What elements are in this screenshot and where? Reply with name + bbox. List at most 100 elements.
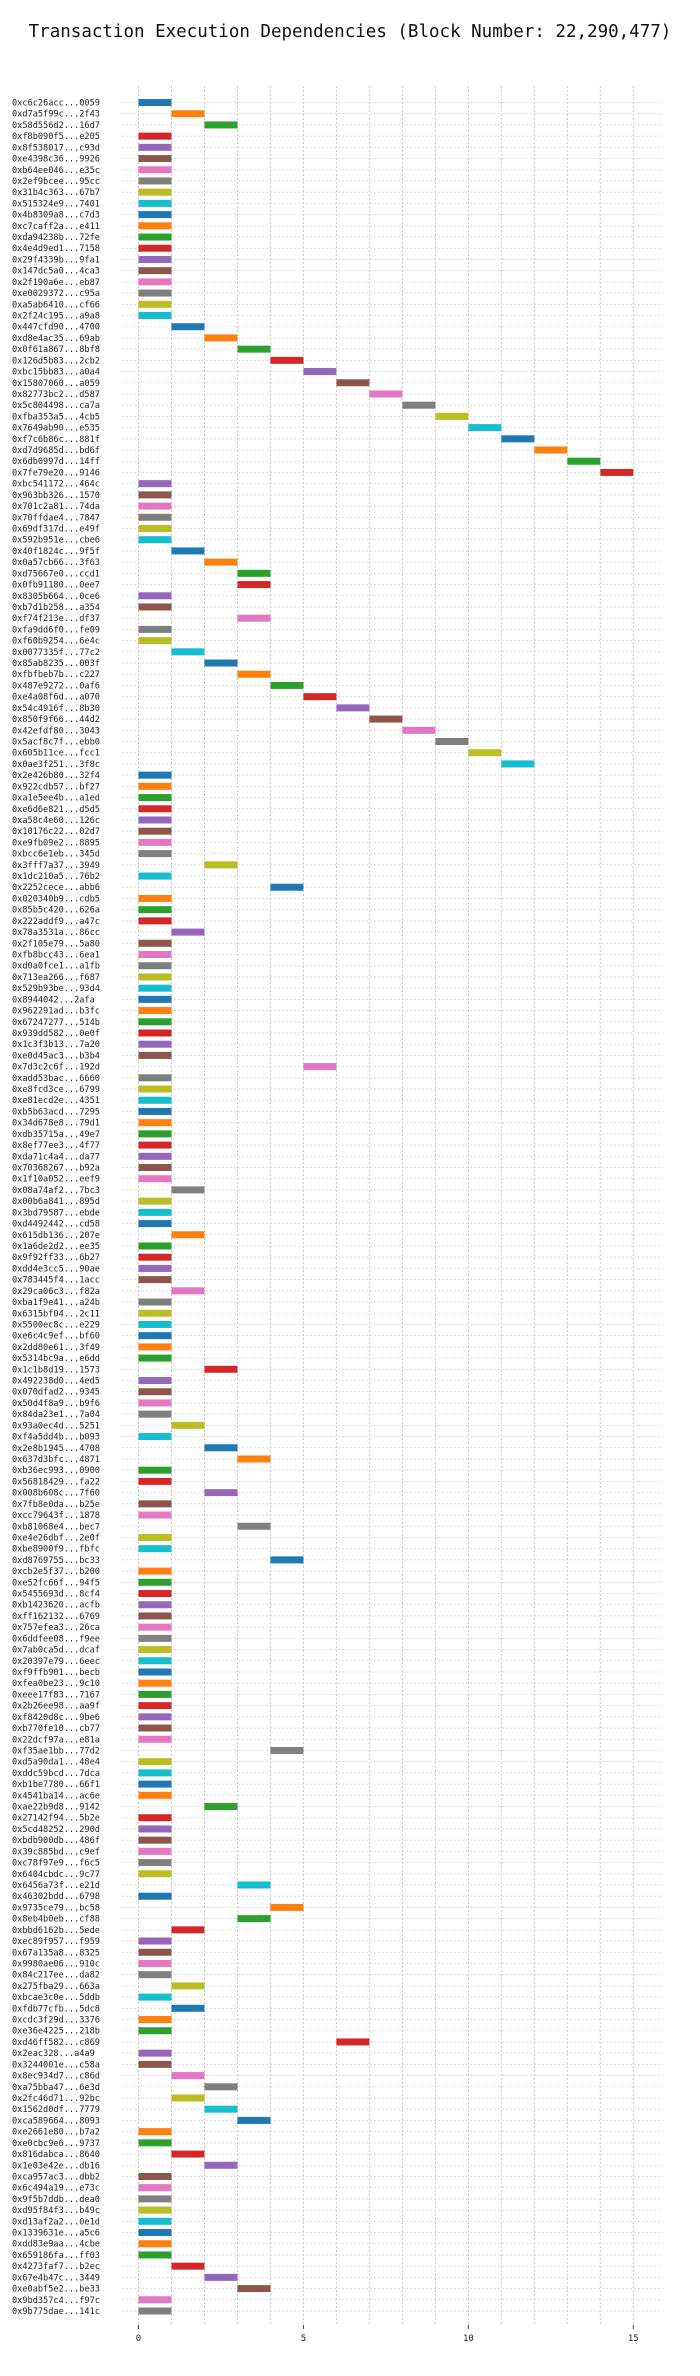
y-tick-label: 0x1339631e...a5c6 — [12, 2229, 100, 2239]
y-tick-label: 0xa58c4e60...126c — [12, 816, 100, 826]
y-tick-label: 0xb770fe10...cb77 — [12, 1724, 100, 1734]
y-tick-label: 0x962291ad...b3fc — [12, 1007, 100, 1017]
transaction-bar — [138, 1040, 172, 1048]
transaction-bar — [138, 771, 172, 779]
y-tick-label: 0xd7d9685d...bd6f — [12, 446, 100, 456]
transaction-bar — [138, 244, 172, 252]
y-tick-label: 0xd95f84f3...b49c — [12, 2206, 100, 2216]
y-tick-label: 0x85b5c420...626a — [12, 906, 100, 916]
y-tick-label: 0xf8b090f5...e205 — [12, 132, 100, 142]
y-tick-label: 0x070dfad2...9345 — [12, 1388, 100, 1398]
transaction-bar — [138, 1264, 172, 1272]
y-tick-label: 0xe81ecd2e...4351 — [12, 1096, 100, 1106]
transaction-bar — [237, 581, 271, 589]
transaction-bar — [138, 1679, 172, 1687]
y-tick-label: 0x6315bf04...2c11 — [12, 1309, 100, 1319]
transaction-bar — [138, 222, 172, 230]
y-tick-label: 0x701c2a81...74da — [12, 502, 100, 512]
transaction-bar — [138, 211, 172, 219]
transaction-bar — [138, 1152, 172, 1160]
y-tick-label: 0x605b11ce...fcc1 — [12, 749, 100, 759]
transaction-bar — [171, 928, 205, 936]
y-tick-label: 0xf7c6b86c...881f — [12, 435, 100, 445]
y-tick-label: 0x29f4339b...9fa1 — [12, 255, 100, 265]
transaction-bar — [237, 1881, 271, 1889]
transaction-bar — [138, 1948, 172, 1956]
y-tick-label: 0x783445f4...1acc — [12, 1276, 100, 1286]
transaction-bar — [138, 1825, 172, 1833]
transaction-bar — [138, 1724, 172, 1732]
transaction-bar — [138, 973, 172, 981]
transaction-bar — [138, 155, 172, 163]
transaction-bar — [138, 838, 172, 846]
y-tick-label: 0x27142f94...5b2e — [12, 1814, 100, 1824]
y-tick-label: 0xcc79643f...1878 — [12, 1511, 100, 1521]
transaction-bar — [600, 468, 634, 476]
transaction-bar — [138, 1399, 172, 1407]
transaction-bar — [204, 121, 238, 129]
transaction-bar — [138, 166, 172, 174]
y-tick-label: 0xddc59bcd...7dca — [12, 1769, 100, 1779]
transaction-bar — [138, 1814, 172, 1822]
y-tick-label: 0x963bb326...1570 — [12, 491, 100, 501]
transaction-bar — [138, 143, 172, 151]
y-tick-label: 0x2ef9bcee...95cc — [12, 177, 100, 187]
y-tick-label: 0x15807060...a059 — [12, 379, 100, 389]
transaction-bar — [237, 614, 271, 622]
y-tick-label: 0x82773bc2...d587 — [12, 390, 100, 400]
transaction-bar — [138, 1859, 172, 1867]
y-tick-label: 0x0a57cb66...3f63 — [12, 558, 100, 568]
transaction-bar — [171, 1231, 205, 1239]
transaction-bar — [138, 300, 172, 308]
transaction-bar — [369, 715, 403, 723]
y-tick-label: 0x8ef77ee3...4f77 — [12, 1141, 100, 1151]
y-tick-label: 0xe0029372...c95a — [12, 289, 100, 299]
y-tick-label: 0x4541ba14...ac6e — [12, 1791, 100, 1801]
y-tick-label: 0x40f1824c...9f5f — [12, 547, 100, 557]
transaction-bar — [138, 1197, 172, 1205]
x-tick-labels: 0 5 10 15 — [136, 2325, 639, 2344]
y-tick-label: 0xe4a08f6d...a070 — [12, 693, 100, 703]
y-tick-label: 0xdd83e9aa...4cbe — [12, 2240, 100, 2250]
y-tick-label: 0x8eb4b0eb...cf88 — [12, 1915, 100, 1925]
transaction-bar — [138, 525, 172, 533]
transaction-bar — [138, 1029, 172, 1037]
transaction-bar — [138, 1959, 172, 1967]
transaction-bar — [138, 805, 172, 813]
y-tick-label: 0xf4a5dd4b...b093 — [12, 1433, 100, 1443]
transaction-bar — [138, 1702, 172, 1710]
y-tick-label: 0x70ffdae4...7847 — [12, 513, 100, 523]
transaction-bar — [138, 99, 172, 106]
transaction-bar — [171, 1186, 205, 1194]
transaction-bar — [138, 289, 172, 297]
y-tick-label: 0x31b4c363...67b7 — [12, 188, 100, 198]
y-tick-label: 0xe2661e80...b7a2 — [12, 2128, 100, 2138]
transaction-bar — [138, 1085, 172, 1093]
y-tick-label: 0x6db0997d...14ff — [12, 457, 100, 467]
transaction-bar — [369, 390, 403, 398]
transaction-bar — [204, 2105, 238, 2113]
y-tick-label: 0x22dcf97a...e81a — [12, 1735, 100, 1745]
y-tick-label: 0xca957ac3...dbb2 — [12, 2172, 100, 2182]
transaction-bar — [171, 2150, 205, 2158]
y-tick-label: 0x2fc46d71...92bc — [12, 2094, 100, 2104]
transaction-bar — [138, 951, 172, 959]
transaction-bar — [138, 312, 172, 320]
transaction-bar — [138, 1018, 172, 1026]
transaction-bar — [138, 1567, 172, 1575]
transaction-bar — [138, 1690, 172, 1698]
transaction-bar — [138, 1107, 172, 1115]
y-tick-label: 0x275fba29...663a — [12, 1982, 100, 1992]
transaction-bar — [138, 2128, 172, 2136]
transaction-bar — [138, 2217, 172, 2225]
transaction-bar — [534, 446, 568, 454]
transaction-bar — [435, 412, 469, 420]
transaction-bar — [138, 1074, 172, 1082]
transaction-bar — [336, 704, 370, 712]
transaction-bar — [270, 681, 304, 689]
transaction-bar — [138, 1096, 172, 1104]
y-tick-label: 0xfb8bcc43...6ea1 — [12, 951, 100, 961]
y-tick-label: 0xe8fcd3ce...6799 — [12, 1085, 100, 1095]
transaction-bar — [138, 1433, 172, 1441]
